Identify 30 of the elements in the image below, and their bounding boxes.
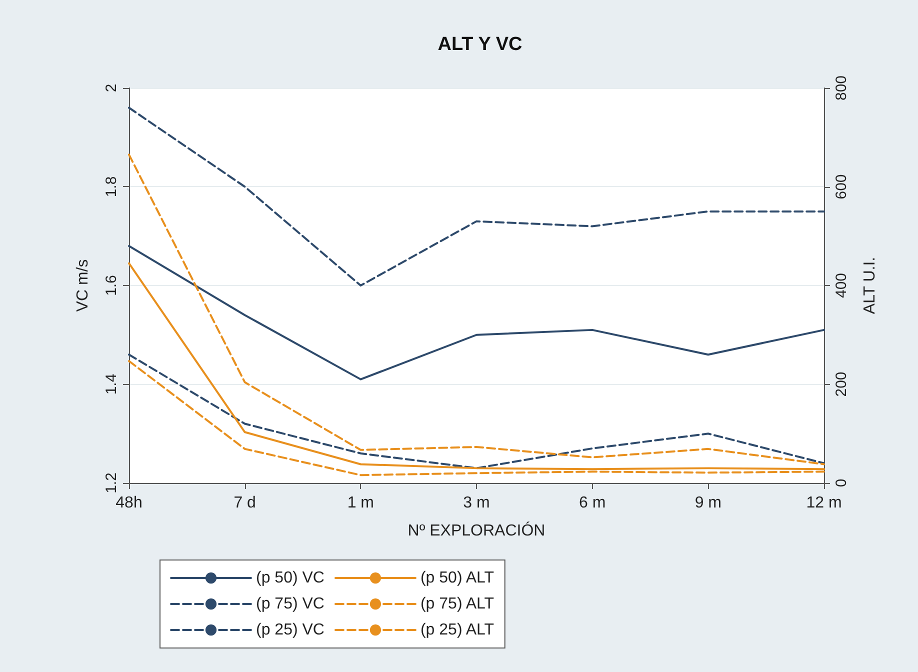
line-series	[128, 154, 825, 466]
y2-axis-title: ALT U.I.	[862, 256, 878, 314]
x-tick-label: 7 d	[234, 494, 256, 512]
chart-title: ALT Y VC	[438, 34, 523, 55]
legend-label: (p 75) ALT	[420, 596, 494, 612]
y-tick-label: 1.8	[103, 176, 120, 198]
y2-tick-label: 800	[833, 75, 850, 101]
line-series	[128, 245, 825, 380]
line-series	[128, 106, 825, 286]
x-axis-title: Nº EXPLORACIÓN	[408, 522, 546, 540]
legend-label: (p 50) ALT	[420, 570, 494, 586]
y-tick-label: 1.2	[103, 472, 120, 494]
x-tick-label: 3 m	[463, 494, 490, 512]
x-tick-label: 48h	[116, 494, 142, 512]
y2-tick-label: 0	[833, 478, 850, 488]
x-tick-label: 6 m	[578, 494, 606, 512]
y-tick-label: 2	[103, 84, 120, 92]
x-tick-label: 12 m	[806, 494, 842, 512]
legend-label: (p 50) VC	[256, 570, 324, 586]
legend-label: (p 25) ALT	[420, 622, 494, 638]
legend-label: (p 25) VC	[256, 622, 324, 638]
legend-label: (p 75) VC	[256, 596, 324, 612]
y2-tick-label: 600	[833, 174, 850, 200]
y2-tick-label: 400	[833, 272, 850, 298]
x-tick-label: 9 m	[694, 494, 722, 512]
y2-tick-label: 200	[833, 372, 850, 397]
y-axis-title: VC m/s	[74, 259, 92, 312]
x-tick-label: 1 m	[347, 494, 374, 512]
y-tick-label: 1.4	[103, 374, 120, 395]
y-tick-label: 1.6	[103, 275, 120, 296]
